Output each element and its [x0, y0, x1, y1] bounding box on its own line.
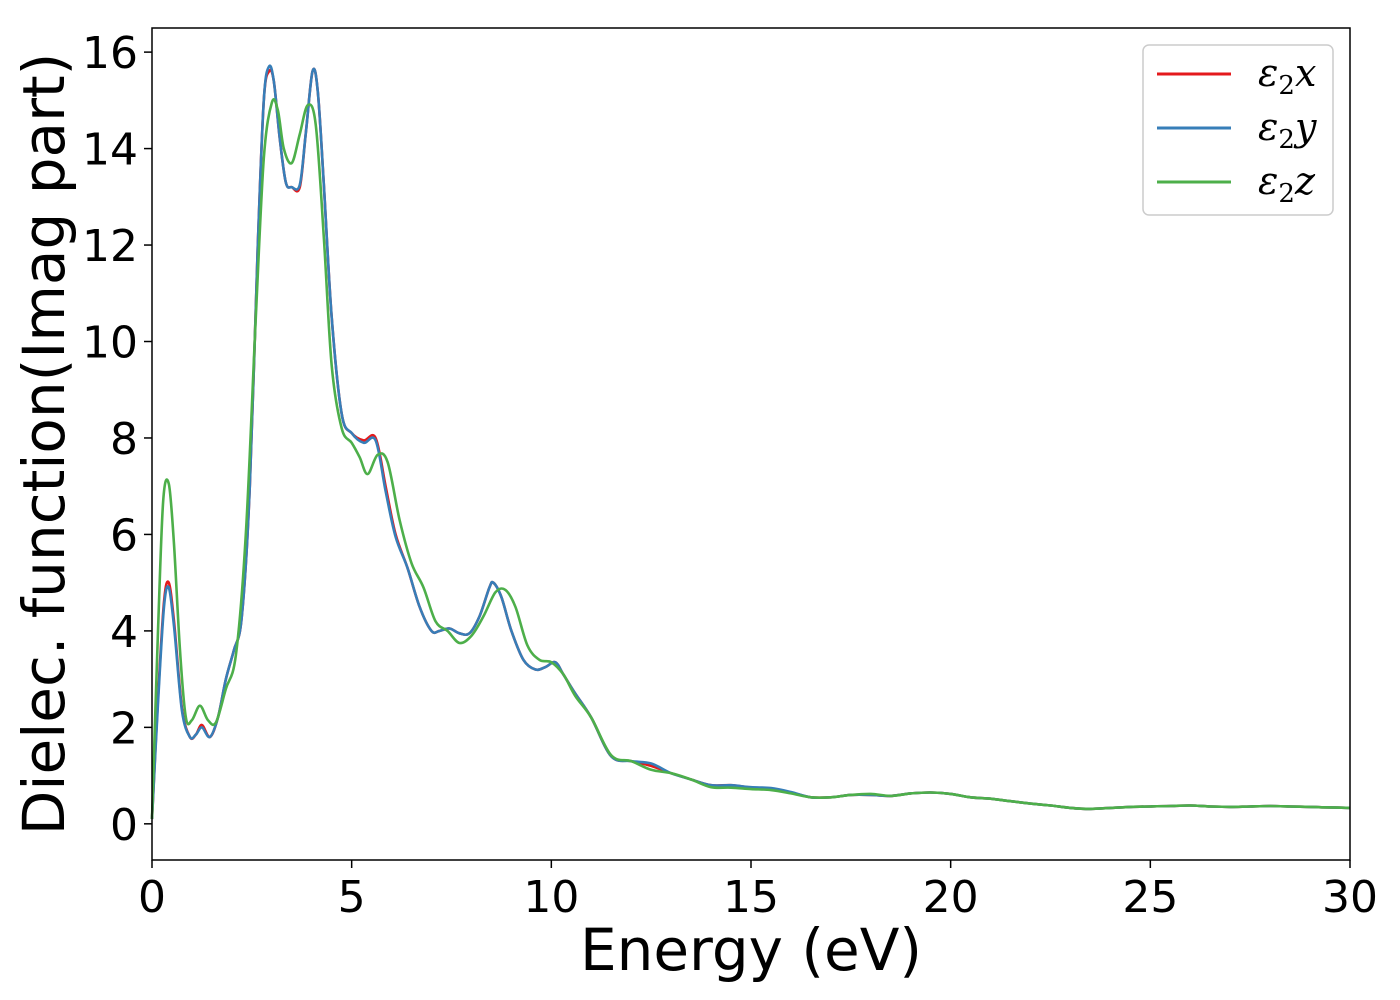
series-lines — [150, 64, 1351, 820]
x-axis-label: Energy (eV) — [580, 916, 922, 984]
x-tick-label: 30 — [1322, 872, 1378, 923]
y-tick-label: 8 — [110, 414, 138, 465]
y-tick-label: 0 — [110, 800, 138, 851]
x-tick-label: 10 — [523, 872, 579, 923]
x-tick-label: 5 — [338, 872, 366, 923]
y-tick-label: 2 — [110, 703, 138, 754]
x-tick-label: 0 — [138, 872, 166, 923]
x-tick-label: 15 — [723, 872, 779, 923]
x-tick-label: 20 — [923, 872, 979, 923]
legend-label-y: ε2y — [1258, 105, 1317, 155]
y-axis: 0 2 4 6 8 10 12 14 16 — [82, 28, 152, 851]
legend-box — [1142, 44, 1334, 216]
legend-label-x: ε2x — [1258, 51, 1316, 101]
x-tick-label: 25 — [1122, 872, 1178, 923]
series-line-z — [150, 98, 1351, 820]
y-tick-label: 4 — [110, 607, 138, 658]
y-tick-label: 6 — [110, 510, 138, 561]
y-tick-label: 16 — [82, 28, 138, 79]
legend-label-z: ε2z — [1258, 159, 1316, 209]
y-tick-label: 12 — [82, 221, 138, 272]
x-axis: 0 5 10 15 20 25 30 — [138, 860, 1378, 923]
y-tick-label: 14 — [82, 125, 138, 176]
y-axis-label: Dielec. function(Imag part) — [10, 53, 78, 836]
y-tick-label: 10 — [82, 318, 138, 369]
